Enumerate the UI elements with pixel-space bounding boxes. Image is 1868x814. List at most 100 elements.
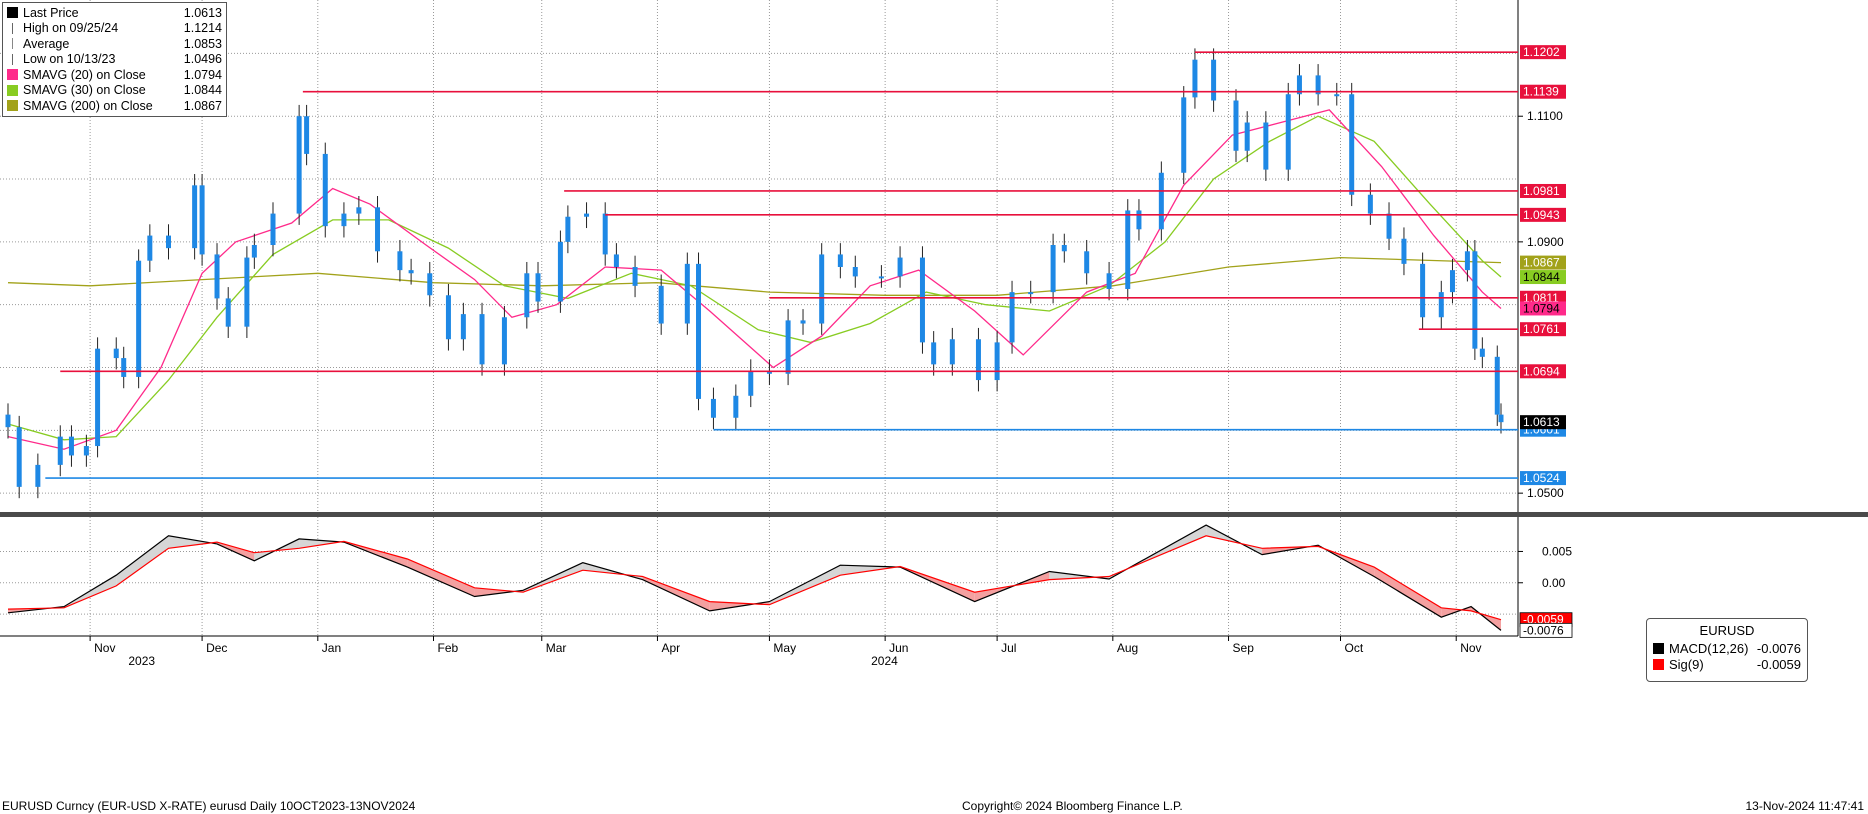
candle-body bbox=[501, 317, 507, 365]
candle-body bbox=[684, 263, 690, 324]
x-tick-label: Dec bbox=[206, 641, 227, 655]
candle-body bbox=[1285, 94, 1291, 170]
candle-body bbox=[1050, 245, 1056, 293]
candle-body bbox=[192, 185, 198, 249]
candle-body bbox=[524, 273, 530, 318]
candle-body bbox=[1263, 122, 1269, 170]
y-tick-label: 1.0900 bbox=[1527, 235, 1564, 249]
level-tag-label: 1.0943 bbox=[1523, 208, 1560, 222]
candle-body bbox=[1233, 100, 1239, 151]
level-tag bbox=[1520, 207, 1566, 222]
last-price-icon bbox=[7, 7, 18, 19]
legend-row: Last Price 1.0613 bbox=[7, 5, 222, 21]
legend-row: SMAVG (30) on Close 1.0844 bbox=[7, 83, 222, 99]
candle-body bbox=[584, 213, 590, 217]
candle-body bbox=[225, 298, 231, 327]
candle-body bbox=[68, 436, 74, 456]
candle-body bbox=[1028, 292, 1034, 295]
footer-security-info: EURUSD Curncy (EUR-USD X-RATE) eurusd Da… bbox=[2, 799, 416, 813]
candle-body bbox=[1158, 172, 1164, 230]
candle-body bbox=[1449, 270, 1455, 293]
candle-body bbox=[199, 185, 205, 255]
candle-body bbox=[931, 342, 937, 365]
legend-label: High on 09/25/24 bbox=[23, 21, 119, 36]
candle-body bbox=[408, 270, 414, 274]
macd-legend-value: -0.0076 bbox=[1756, 640, 1801, 656]
candle-body bbox=[304, 116, 310, 154]
value-tag bbox=[1520, 255, 1566, 270]
level-tag bbox=[1520, 45, 1566, 60]
footer: EURUSD Curncy (EUR-USD X-RATE) eurusd Da… bbox=[0, 797, 1868, 814]
candle-body bbox=[479, 314, 485, 365]
level-tag bbox=[1520, 364, 1566, 379]
candle-body bbox=[95, 348, 101, 447]
swatch-icon bbox=[7, 69, 18, 81]
candle-body bbox=[696, 263, 702, 399]
candle-body bbox=[1349, 94, 1355, 195]
macd-fill-below bbox=[642, 576, 710, 611]
x-tick-label: Nov bbox=[94, 641, 115, 655]
macd-legend-title: EURUSD bbox=[1699, 623, 1755, 638]
high-marker-icon bbox=[12, 22, 18, 34]
macd-fill-below bbox=[407, 558, 475, 597]
legend-label: Last Price bbox=[23, 5, 79, 20]
x-tick-label: Jun bbox=[889, 641, 908, 655]
sma200-line bbox=[7, 256, 1502, 296]
candle-body bbox=[748, 370, 754, 396]
y-tick-label: 0.005 bbox=[1542, 544, 1572, 558]
panel-divider bbox=[0, 512, 1868, 517]
candle-body bbox=[837, 254, 843, 267]
level-tag-label: 1.0981 bbox=[1523, 184, 1560, 198]
x-tick-label: Aug bbox=[1117, 641, 1138, 655]
legend-label: SMAVG (20) on Close bbox=[23, 67, 146, 82]
macd-legend-label: MACD(12,26) bbox=[1669, 640, 1749, 656]
candle-body bbox=[613, 254, 619, 267]
legend-value: 1.0613 bbox=[183, 5, 222, 20]
candle-body bbox=[878, 276, 884, 279]
candle-body bbox=[375, 207, 381, 252]
macd-legend: EURUSD MACD(12,26) -0.0076 Sig(9) -0.0059 bbox=[1646, 618, 1808, 682]
candle-body bbox=[1181, 97, 1187, 173]
swatch-icon bbox=[7, 84, 18, 96]
legend-value: 1.0853 bbox=[183, 36, 222, 51]
candle-body bbox=[1498, 414, 1504, 423]
macd-legend-row: Sig(9) -0.0059 bbox=[1653, 656, 1801, 672]
candle-body bbox=[819, 254, 825, 324]
x-year-label: 2023 bbox=[128, 654, 155, 668]
legend-row: Average 1.0853 bbox=[7, 36, 222, 52]
x-tick-label: Nov bbox=[1460, 641, 1481, 655]
x-tick-label: Oct bbox=[1345, 641, 1364, 655]
level-tag-label: 1.0761 bbox=[1523, 322, 1560, 336]
value-tag bbox=[1520, 415, 1566, 430]
candle-body bbox=[113, 348, 119, 359]
candle-body bbox=[136, 260, 142, 377]
footer-timestamp: 13-Nov-2024 11:47:41 bbox=[1745, 799, 1864, 813]
legend-row: SMAVG (20) on Close 1.0794 bbox=[7, 67, 222, 83]
value-tag-label: 1.0867 bbox=[1523, 256, 1560, 270]
level-tag-label: 1.0524 bbox=[1523, 471, 1560, 485]
level-tag bbox=[1520, 84, 1566, 99]
x-tick-label: Mar bbox=[546, 641, 567, 655]
level-tag bbox=[1520, 322, 1566, 337]
candle-body bbox=[1401, 238, 1407, 264]
level-tag-label: 1.0694 bbox=[1523, 364, 1560, 378]
legend-value: 1.0794 bbox=[183, 67, 222, 82]
sma20-line bbox=[7, 109, 1502, 450]
x-tick-label: Jan bbox=[322, 641, 341, 655]
low-marker-icon bbox=[12, 53, 18, 65]
legend-label: Average bbox=[23, 36, 70, 51]
candle-body bbox=[602, 213, 608, 255]
legend-row: SMAVG (200) on Close 1.0867 bbox=[7, 98, 222, 114]
candle-body bbox=[1334, 94, 1340, 97]
macd-fill-above bbox=[168, 535, 218, 549]
candle-body bbox=[244, 257, 250, 327]
macd-legend-row: MACD(12,26) -0.0076 bbox=[1653, 640, 1801, 656]
candle-body bbox=[1211, 59, 1217, 101]
candle-body bbox=[632, 266, 638, 286]
value-tag-label: 1.0844 bbox=[1523, 270, 1560, 284]
y-tick-label: 1.1100 bbox=[1527, 109, 1563, 123]
swatch-icon bbox=[7, 100, 18, 112]
candle-body bbox=[1367, 194, 1373, 214]
